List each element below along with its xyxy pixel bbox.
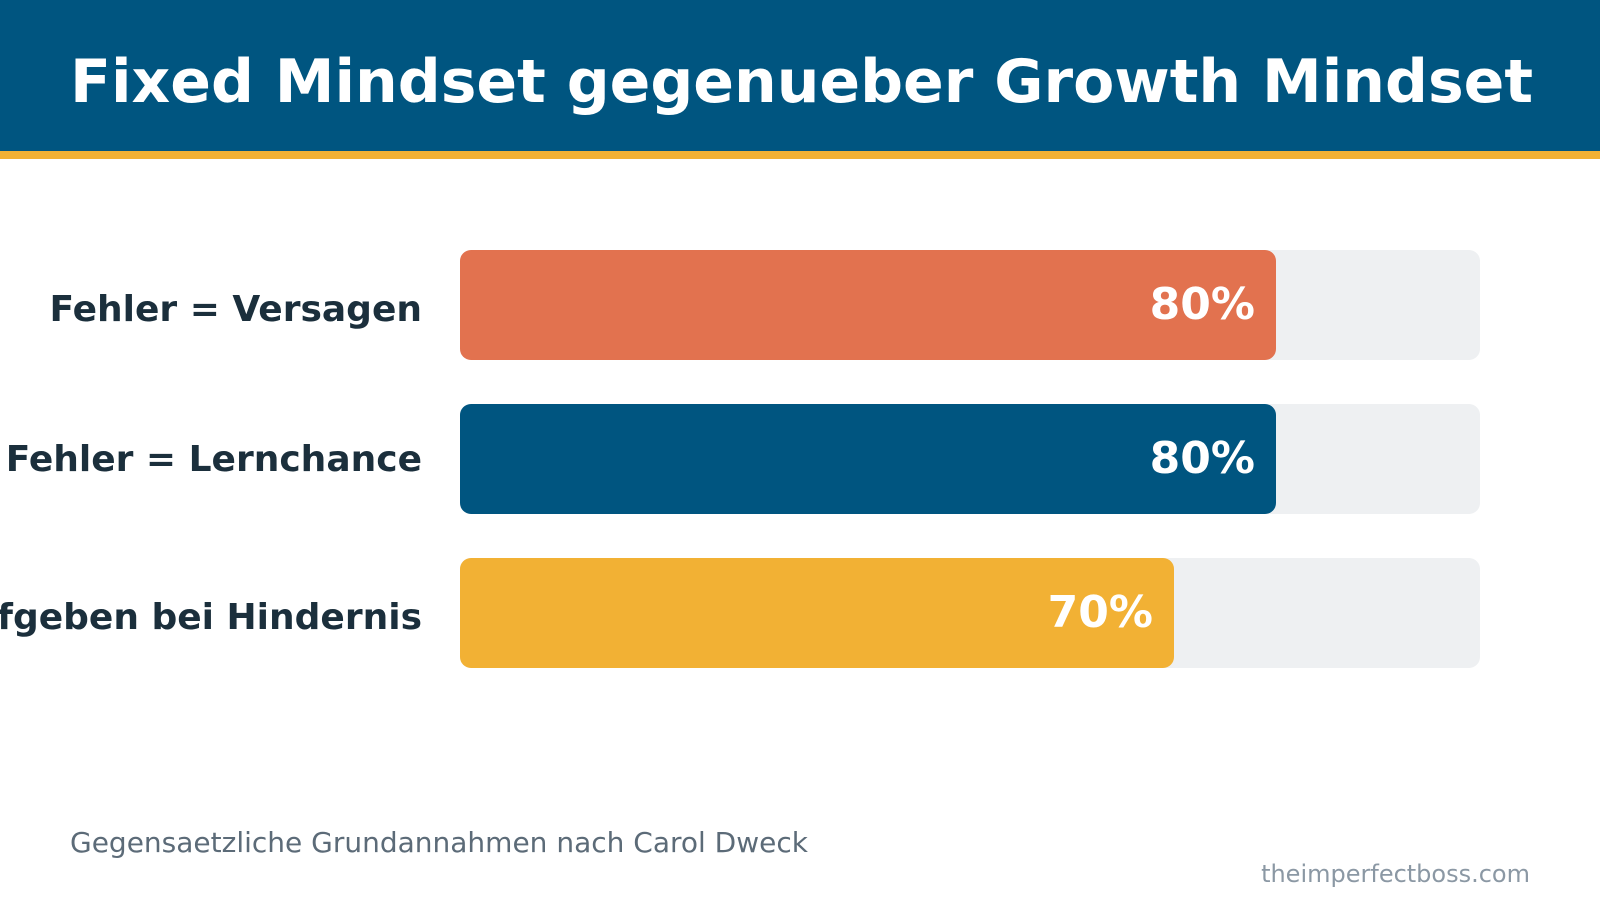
bar	[460, 250, 1276, 360]
source-credit: theimperfectboss.com	[1261, 860, 1530, 888]
bar-track: 80%	[460, 404, 1480, 514]
data-label: 70%	[1047, 587, 1153, 638]
chart-caption: Gegensaetzliche Grundannahmen nach Carol…	[70, 826, 808, 859]
category-label: Fehler = Lernchance	[5, 439, 422, 480]
category-label: Aufgeben bei Hindernis	[0, 597, 422, 638]
category-label: Fehler = Versagen	[49, 289, 422, 330]
data-label: 80%	[1149, 279, 1255, 330]
bar	[460, 558, 1174, 668]
bar-track: 70%	[460, 558, 1480, 668]
header-bar: Fixed Mindset gegenueber Growth Mindset	[0, 0, 1600, 151]
header-accent-line	[0, 151, 1600, 159]
chart-title: Fixed Mindset gegenueber Growth Mindset	[70, 47, 1534, 117]
bar	[460, 404, 1276, 514]
data-label: 80%	[1149, 433, 1255, 484]
bar-track: 80%	[460, 250, 1480, 360]
